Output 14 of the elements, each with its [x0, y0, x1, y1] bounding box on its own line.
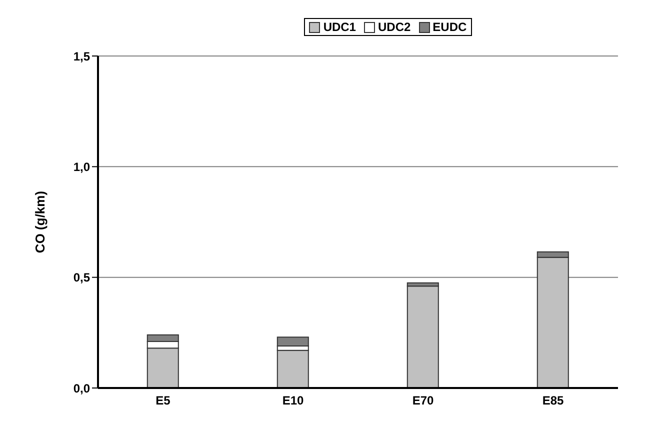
x-tick-label: E10: [282, 394, 304, 408]
y-tick-label: 1,5: [73, 49, 90, 64]
y-tick-label: 0,5: [73, 270, 90, 285]
bar: [276, 350, 309, 388]
x-tick-label: E5: [156, 394, 171, 408]
legend-label: EUDC: [432, 20, 467, 34]
y-axis-title: CO (g/km): [32, 190, 48, 254]
y-tick-label: 0,0: [73, 381, 90, 396]
legend-label: UDC2: [376, 20, 411, 34]
y-tick-label: 1,0: [73, 160, 90, 174]
x-tick-label: E70: [412, 394, 434, 408]
legend-label: UDC1: [322, 20, 356, 34]
bar: [406, 286, 439, 388]
x-tick-label: E85: [542, 394, 564, 408]
